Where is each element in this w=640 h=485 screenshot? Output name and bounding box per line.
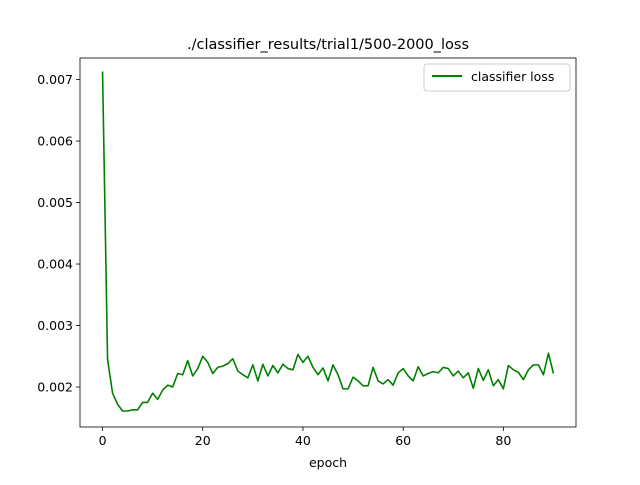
chart-title: ./classifier_results/trial1/500-2000_los… bbox=[187, 37, 469, 53]
y-tick-label: 0.002 bbox=[37, 380, 73, 395]
y-tick-label: 0.004 bbox=[37, 257, 73, 272]
x-axis-label: epoch bbox=[309, 455, 347, 470]
x-tick-label: 0 bbox=[99, 433, 107, 448]
legend-box bbox=[423, 63, 571, 92]
y-tick-label: 0.006 bbox=[37, 134, 73, 149]
x-tick-label: 40 bbox=[295, 433, 311, 448]
axes-frame bbox=[79, 57, 577, 428]
legend-label: classifier loss bbox=[471, 69, 554, 84]
y-tick-label: 0.007 bbox=[37, 72, 73, 87]
y-tick-label: 0.003 bbox=[37, 318, 73, 333]
y-tick-label: 0.005 bbox=[37, 195, 73, 210]
legend: classifier loss bbox=[423, 63, 571, 92]
x-tick-label: 20 bbox=[195, 433, 211, 448]
plot-area: 0 20 40 60 80 0.002 0.003 0.004 0.005 0.006 0.007 bbox=[37, 57, 577, 448]
x-tick-label: 60 bbox=[395, 433, 411, 448]
x-tick-label: 80 bbox=[495, 433, 511, 448]
series-line-classifier-loss bbox=[101, 71, 555, 412]
